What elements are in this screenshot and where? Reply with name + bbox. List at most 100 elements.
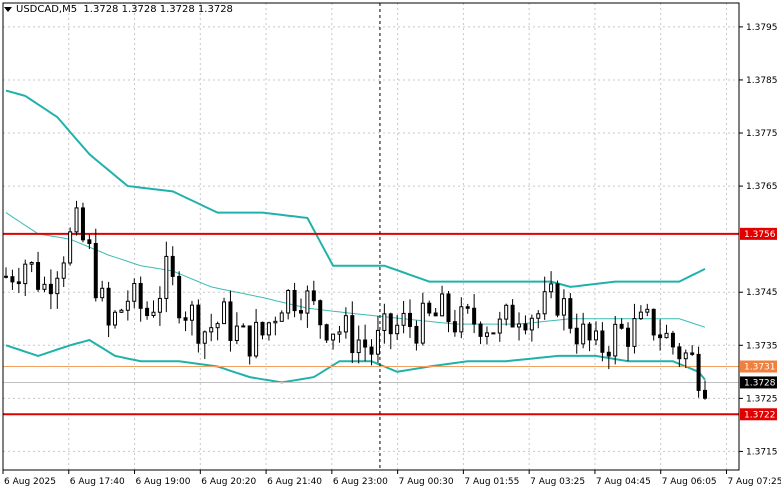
candle-body [298, 310, 303, 314]
candle-body [703, 389, 707, 399]
candle-body [170, 255, 175, 277]
candle-body [331, 333, 336, 341]
candle-body [388, 313, 393, 335]
level-lines [3, 232, 739, 416]
level-badge: 1.3722 [744, 410, 776, 420]
candle-body [529, 317, 534, 331]
candle-body [375, 329, 380, 355]
candle-body [234, 325, 239, 342]
candle-body [266, 322, 271, 336]
candle-body [183, 317, 188, 321]
time-tick-label: 7 Aug 03:25 [530, 477, 585, 487]
candle-body [491, 332, 496, 335]
candle-body [542, 291, 547, 315]
candle-body [690, 352, 695, 355]
candle-body [414, 325, 419, 344]
candle-body [189, 304, 194, 321]
level-badge-bg [740, 227, 777, 240]
candle-body [478, 323, 483, 337]
time-tick-label: 6 Aug 20:20 [201, 477, 256, 487]
candle-body [401, 312, 406, 326]
price-tick-label: 1.3775 [746, 129, 778, 139]
candle-body [600, 330, 605, 353]
candle-body [504, 304, 509, 320]
candle-body [446, 293, 451, 323]
price-tick-label: 1.3735 [746, 341, 778, 351]
grid [2, 3, 739, 470]
candle-body [106, 287, 111, 326]
candle-body [337, 331, 342, 335]
candle-body [113, 311, 118, 326]
candle-body [632, 318, 637, 347]
time-tick-label: 6 Aug 2025 [4, 477, 56, 487]
candle-body [484, 332, 489, 337]
candle-body [55, 277, 60, 295]
candle-body [510, 304, 515, 328]
candle-body [382, 313, 387, 331]
time-tick-label: 7 Aug 01:55 [464, 477, 519, 487]
candle-body [68, 231, 73, 264]
candle-body [497, 318, 502, 334]
candle-body [318, 300, 323, 326]
candle-body [10, 276, 15, 283]
price-axis[interactable]: 1.37951.37851.37751.37651.37451.37351.37… [739, 23, 778, 458]
candle-body [209, 327, 214, 333]
candle-body [523, 323, 528, 331]
candle-body [228, 301, 233, 342]
candle-body [638, 311, 643, 320]
candle-body [664, 332, 669, 339]
price-tick-label: 1.3745 [746, 288, 778, 298]
candle-body [61, 262, 66, 279]
chart-title[interactable]: USDCAD,M5 1.3728 1.3728 1.3728 1.3728 [4, 4, 233, 15]
candle-body [324, 324, 329, 341]
level-badge: 1.3756 [744, 230, 776, 240]
candle-body [164, 255, 169, 299]
candle-body [260, 321, 265, 336]
candle-body [138, 283, 143, 309]
candle-body [452, 321, 457, 333]
candle-body [613, 323, 618, 357]
level-badge-bg [740, 408, 777, 421]
candle-body [472, 307, 477, 325]
candle-body [151, 311, 156, 317]
time-tick-label: 7 Aug 04:45 [596, 477, 651, 487]
candle-body [74, 207, 79, 233]
time-tick-label: 7 Aug 07:25 [727, 477, 781, 487]
bid-badge: 1.3731 [744, 363, 776, 373]
candle-body [568, 298, 573, 329]
candle-body [311, 290, 316, 302]
time-tick-label: 7 Aug 06:05 [662, 477, 717, 487]
candle-body [619, 323, 624, 329]
candle-body [343, 315, 348, 333]
candle-body [395, 324, 400, 335]
time-tick-label: 6 Aug 21:40 [267, 477, 322, 487]
candle-body [581, 323, 586, 345]
candle-body [420, 302, 425, 344]
candle-body [93, 242, 98, 299]
ohlc-values: 1.3728 1.3728 1.3728 1.3728 [83, 4, 233, 15]
time-tick-label: 6 Aug 23:00 [333, 477, 388, 487]
candle-body [125, 300, 130, 311]
dropdown-arrow-icon[interactable] [4, 6, 12, 12]
candle-body [202, 331, 207, 344]
candle-body [536, 313, 541, 319]
candle-body [670, 332, 675, 348]
price-tick-label: 1.3765 [746, 182, 778, 192]
candle-body [427, 302, 432, 314]
candle-body [36, 262, 41, 290]
bollinger-bands [5, 89, 706, 384]
time-tick-label: 6 Aug 19:00 [136, 477, 191, 487]
candle-body [157, 297, 162, 313]
candle-body [696, 353, 701, 391]
candle-body [593, 330, 598, 341]
candle-body [363, 339, 368, 348]
candle-body [459, 306, 464, 333]
candle-body [119, 309, 124, 313]
candle-body [683, 352, 688, 360]
candle-body [279, 312, 284, 322]
candle-body [305, 290, 310, 314]
time-axis[interactable]: 6 Aug 2025 6 Aug 17:40 6 Aug 19:00 6 Aug 20… [2, 470, 781, 487]
candle-body [292, 289, 297, 312]
price-tick-label: 1.3795 [746, 23, 778, 33]
